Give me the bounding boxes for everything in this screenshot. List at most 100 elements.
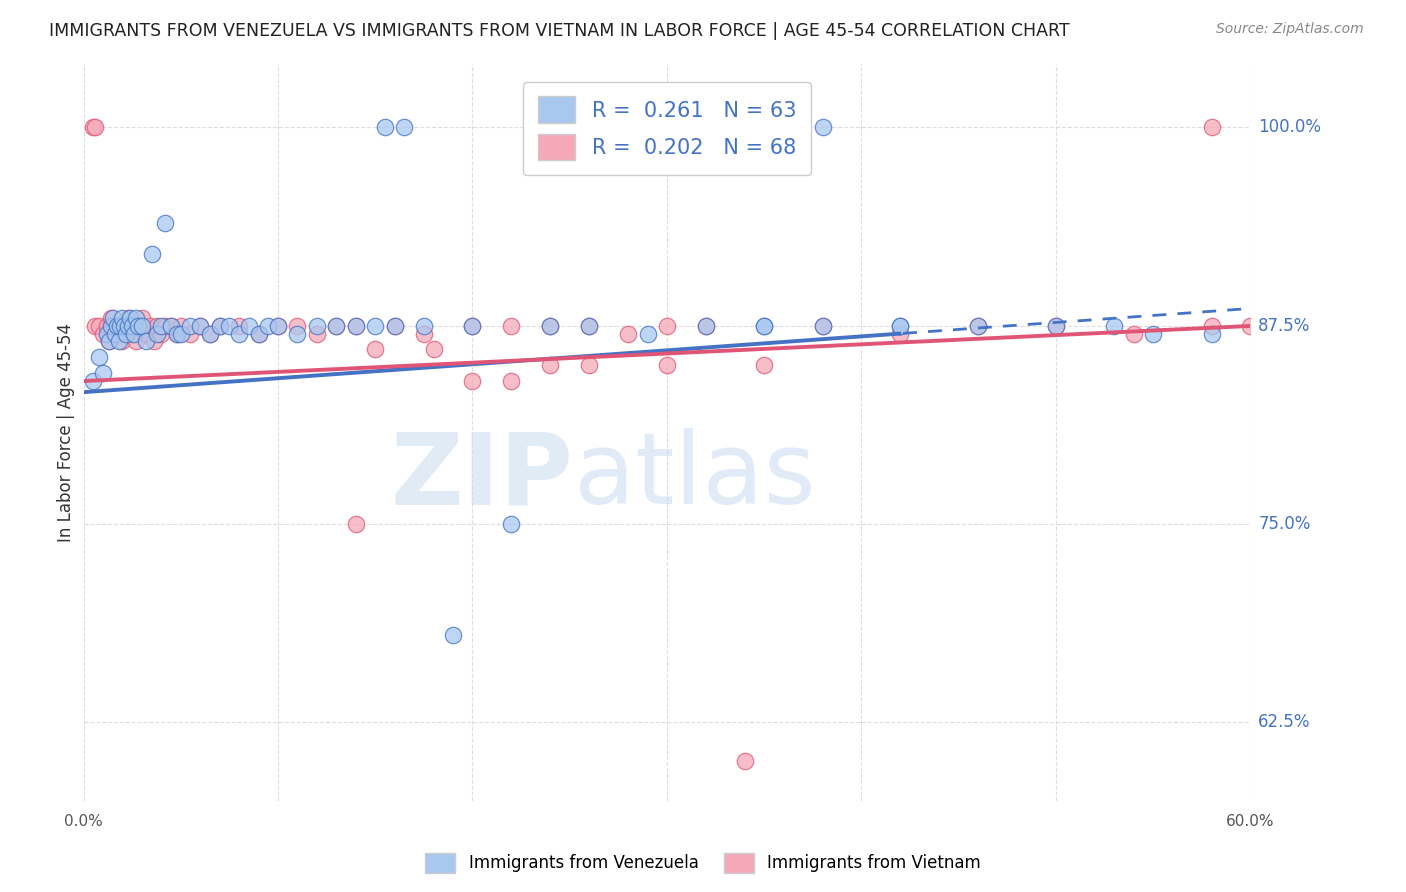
Point xyxy=(150,318,173,333)
Point xyxy=(1045,318,1067,333)
Point xyxy=(1201,120,1223,135)
Point xyxy=(578,318,600,333)
Point xyxy=(97,334,120,349)
Point xyxy=(257,318,280,333)
Point xyxy=(160,318,183,333)
Legend: R =  0.261   N = 63, R =  0.202   N = 68: R = 0.261 N = 63, R = 0.202 N = 68 xyxy=(523,82,811,175)
Point xyxy=(84,120,107,135)
Point xyxy=(1045,318,1067,333)
Point xyxy=(384,318,406,333)
Point xyxy=(228,318,250,333)
Point xyxy=(121,318,143,333)
Point xyxy=(501,374,523,388)
Text: 60.0%: 60.0% xyxy=(1226,814,1275,829)
Point xyxy=(1142,326,1164,341)
Point xyxy=(538,358,561,372)
Point xyxy=(655,318,678,333)
Point xyxy=(131,310,153,325)
Text: IMMIGRANTS FROM VENEZUELA VS IMMIGRANTS FROM VIETNAM IN LABOR FORCE | AGE 45-54 : IMMIGRANTS FROM VENEZUELA VS IMMIGRANTS … xyxy=(49,22,1070,40)
Point xyxy=(889,326,911,341)
Point xyxy=(461,318,484,333)
Point xyxy=(754,318,776,333)
Point xyxy=(1104,318,1126,333)
Point xyxy=(127,318,149,333)
Text: Source: ZipAtlas.com: Source: ZipAtlas.com xyxy=(1216,22,1364,37)
Text: 62.5%: 62.5% xyxy=(1258,713,1310,731)
Point xyxy=(889,318,911,333)
Text: atlas: atlas xyxy=(574,428,815,525)
Point xyxy=(111,334,134,349)
Point xyxy=(87,318,110,333)
Point xyxy=(344,318,367,333)
Point xyxy=(305,318,328,333)
Point xyxy=(1122,326,1144,341)
Point xyxy=(267,318,290,333)
Point xyxy=(100,318,122,333)
Point xyxy=(461,318,484,333)
Point xyxy=(96,318,118,333)
Point xyxy=(117,318,139,333)
Point xyxy=(287,318,309,333)
Point xyxy=(96,326,118,341)
Point xyxy=(305,326,328,341)
Point xyxy=(97,334,120,349)
Point xyxy=(125,334,148,349)
Point xyxy=(142,334,165,349)
Point xyxy=(135,326,157,341)
Point xyxy=(138,318,160,333)
Point xyxy=(461,374,484,388)
Point xyxy=(384,318,406,333)
Point xyxy=(695,318,717,333)
Point xyxy=(112,318,135,333)
Point xyxy=(374,120,396,135)
Point xyxy=(344,318,367,333)
Point xyxy=(131,318,153,333)
Point xyxy=(889,318,911,333)
Point xyxy=(101,310,124,325)
Point xyxy=(617,326,640,341)
Point xyxy=(110,318,132,333)
Point xyxy=(91,366,114,380)
Point xyxy=(238,318,260,333)
Point xyxy=(412,326,434,341)
Point xyxy=(153,318,176,333)
Point xyxy=(179,326,201,341)
Point xyxy=(1201,326,1223,341)
Point xyxy=(578,318,600,333)
Point xyxy=(146,318,169,333)
Point xyxy=(754,318,776,333)
Point xyxy=(107,326,129,341)
Text: 100.0%: 100.0% xyxy=(1258,119,1322,136)
Point xyxy=(120,310,142,325)
Text: 75.0%: 75.0% xyxy=(1258,515,1310,533)
Point xyxy=(198,326,221,341)
Point xyxy=(115,326,138,341)
Point xyxy=(127,318,149,333)
Point xyxy=(112,318,135,333)
Point xyxy=(135,334,157,349)
Point xyxy=(101,318,124,333)
Point xyxy=(538,318,561,333)
Point xyxy=(538,318,561,333)
Point xyxy=(160,318,183,333)
Point xyxy=(125,310,148,325)
Point xyxy=(87,351,110,365)
Point xyxy=(146,326,169,341)
Point xyxy=(105,318,128,333)
Point xyxy=(198,326,221,341)
Point xyxy=(84,318,107,333)
Text: ZIP: ZIP xyxy=(391,428,574,525)
Point xyxy=(208,318,231,333)
Point xyxy=(170,326,193,341)
Point xyxy=(218,318,240,333)
Point xyxy=(754,358,776,372)
Point xyxy=(811,318,834,333)
Point xyxy=(107,334,129,349)
Point xyxy=(325,318,347,333)
Point xyxy=(637,326,659,341)
Point xyxy=(105,318,128,333)
Point xyxy=(188,318,211,333)
Point xyxy=(734,755,756,769)
Point xyxy=(1239,318,1261,333)
Point xyxy=(110,318,132,333)
